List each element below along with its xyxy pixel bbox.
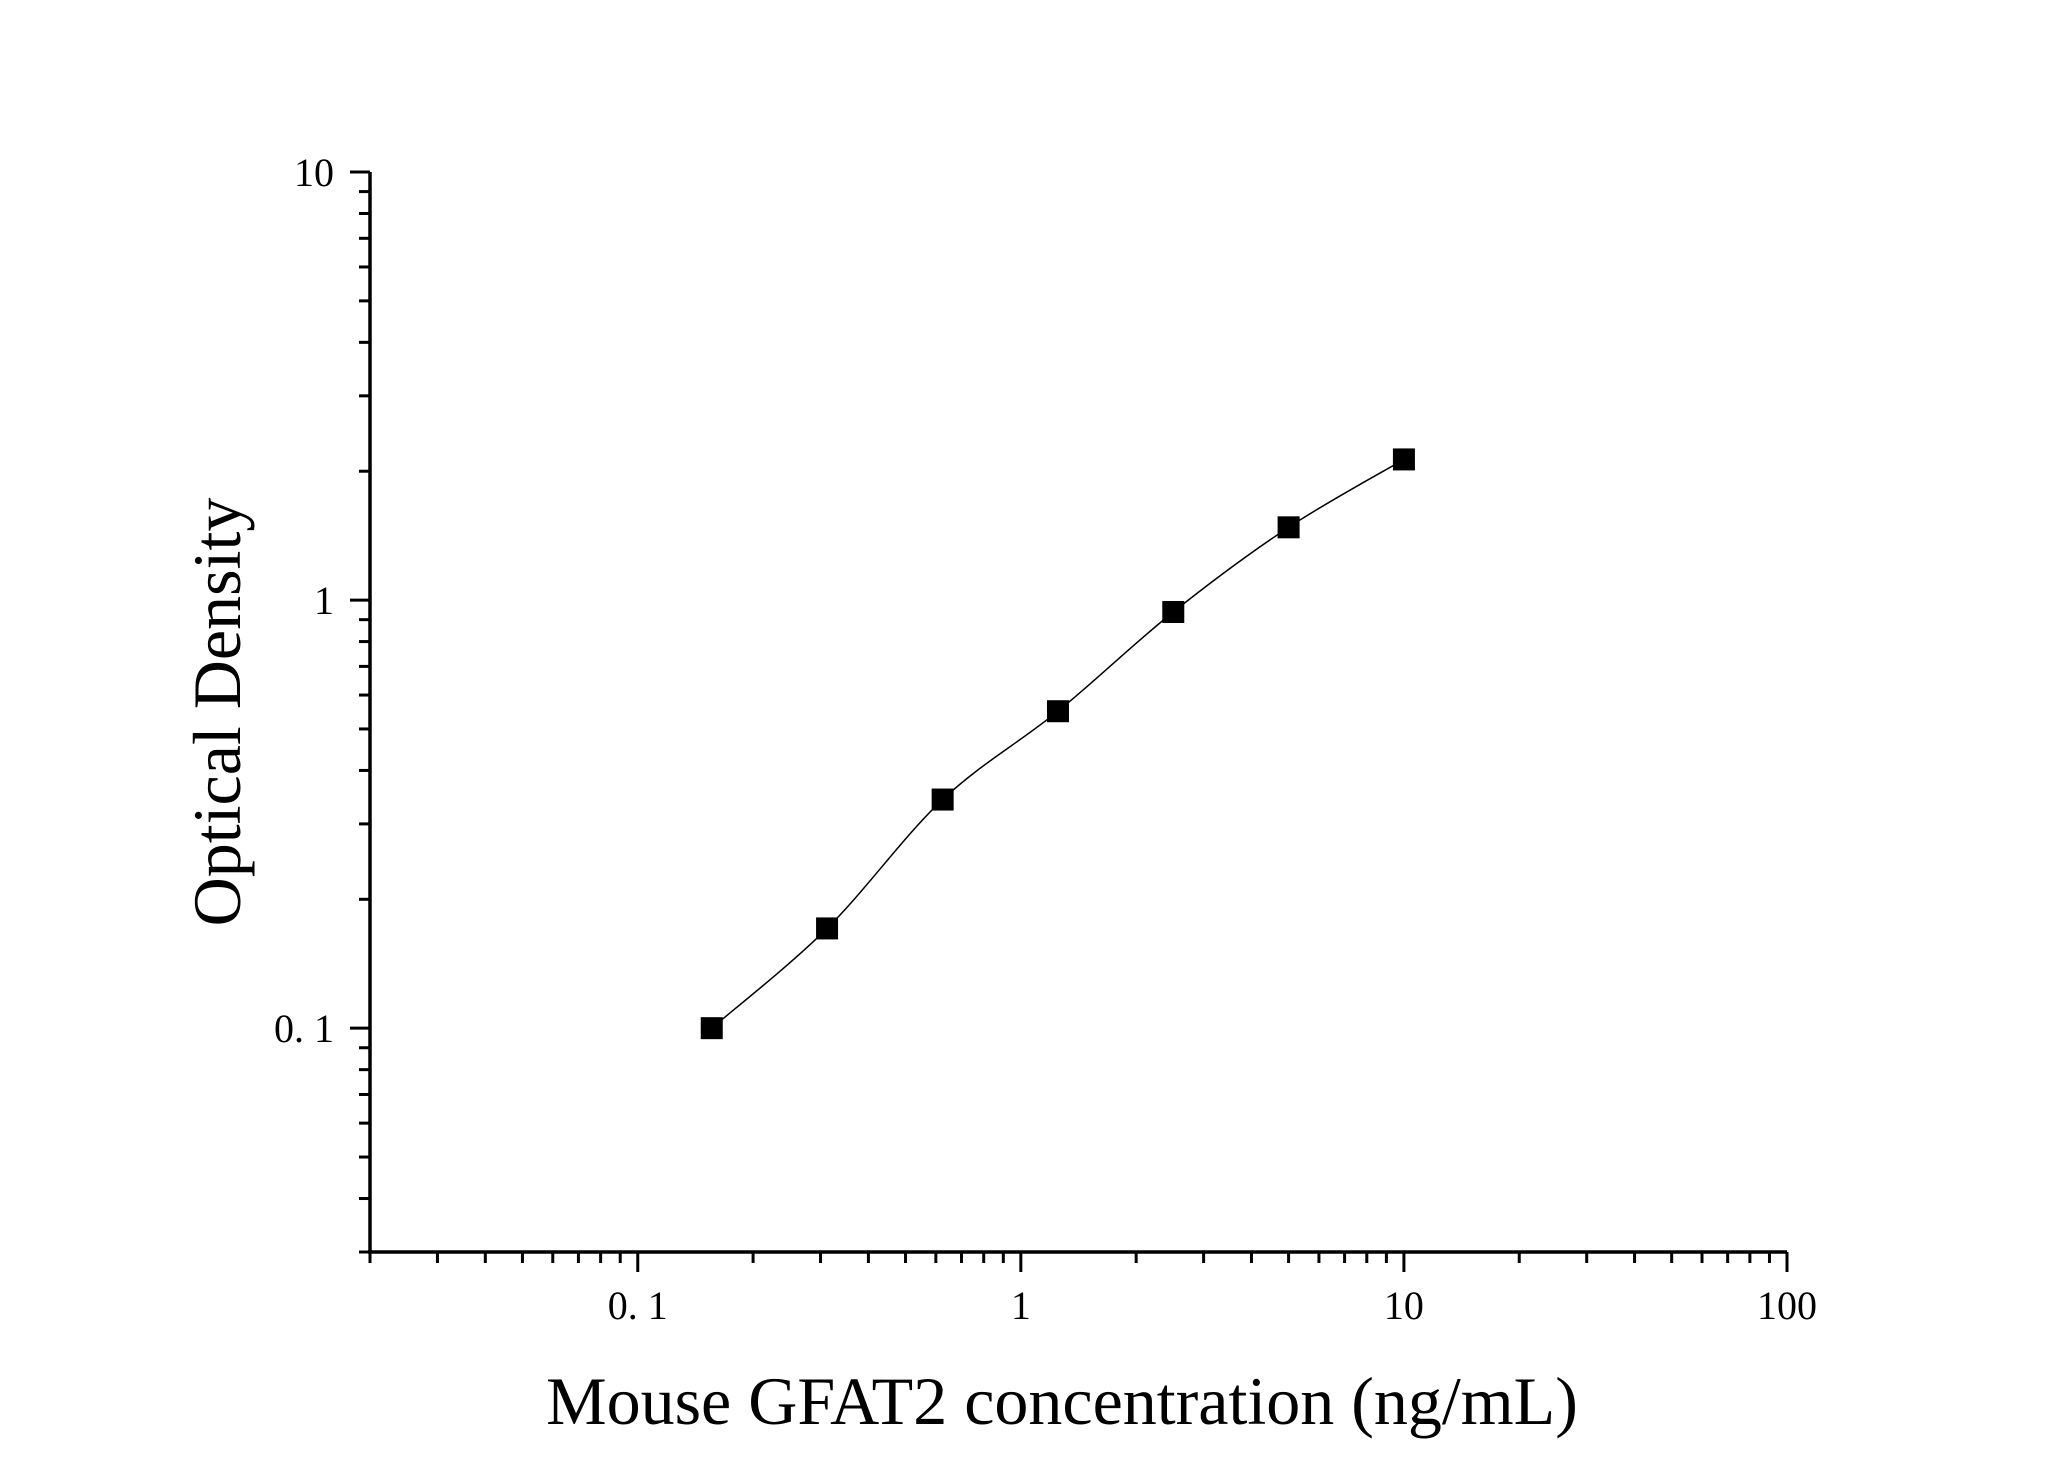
x-tick-label: 10	[1384, 1283, 1424, 1328]
data-point-marker	[700, 1017, 723, 1040]
x-axis-title: Mouse GFAT2 concentration (ng/mL)	[546, 1363, 1578, 1439]
data-point-marker	[931, 788, 954, 811]
data-point-marker	[1046, 700, 1069, 723]
data-point-marker	[1392, 448, 1415, 471]
y-tick-label: 10	[294, 150, 334, 195]
x-tick-label: 0. 1	[608, 1283, 668, 1328]
tick-labels: 0. 1 1 10 100 0. 1 1 10	[274, 150, 1817, 1328]
y-tick-label: 1	[314, 578, 334, 623]
fit-curve	[711, 458, 1405, 1029]
y-axis-title: Optical Density	[179, 498, 255, 927]
data-point-marker	[1162, 600, 1185, 623]
y-tick-label: 0. 1	[274, 1006, 334, 1051]
x-tick-label: 1	[1011, 1283, 1031, 1328]
x-tick-label: 100	[1757, 1283, 1817, 1328]
data-point-marker	[1277, 516, 1300, 539]
ticks	[350, 170, 1789, 1272]
data-markers	[700, 448, 1415, 1040]
axes	[368, 172, 1787, 1254]
data-point-marker	[816, 917, 839, 940]
